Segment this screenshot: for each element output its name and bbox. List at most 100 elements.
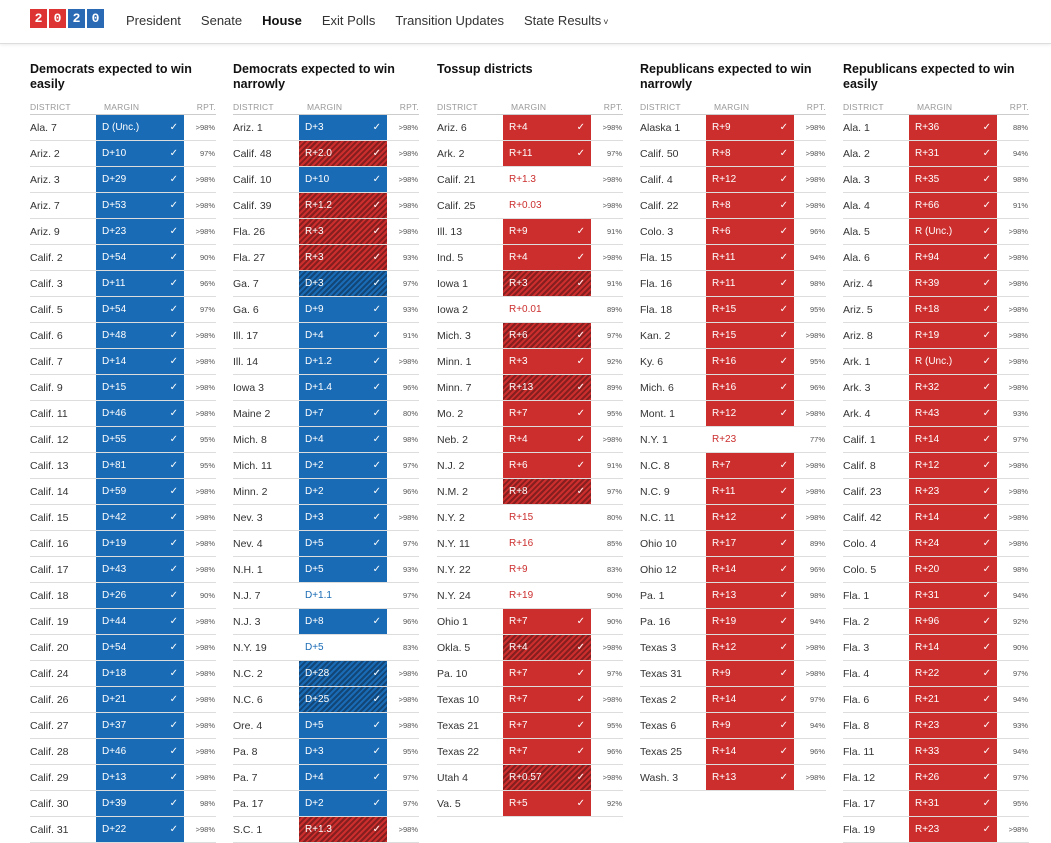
nav-item-president[interactable]: President xyxy=(126,13,181,28)
table-row[interactable]: Okla. 5 R+4 ✓ >98% xyxy=(437,635,623,661)
table-row[interactable]: N.J. 2 R+6 ✓ 91% xyxy=(437,453,623,479)
table-row[interactable]: Ariz. 1 D+3 ✓ >98% xyxy=(233,115,419,141)
table-row[interactable]: Ala. 1 R+36 ✓ 88% xyxy=(843,115,1029,141)
table-row[interactable]: N.C. 6 D+25 ✓ >98% xyxy=(233,687,419,713)
table-row[interactable]: N.J. 3 D+8 ✓ 96% xyxy=(233,609,419,635)
table-row[interactable]: Fla. 16 R+11 ✓ 98% xyxy=(640,271,826,297)
table-row[interactable]: Calif. 31 D+22 ✓ >98% xyxy=(30,817,216,843)
table-row[interactable]: Ala. 4 R+66 ✓ 91% xyxy=(843,193,1029,219)
table-row[interactable]: Ind. 5 R+4 ✓ >98% xyxy=(437,245,623,271)
table-row[interactable]: Ohio 1 R+7 ✓ 90% xyxy=(437,609,623,635)
table-row[interactable]: Mich. 3 R+6 ✓ 97% xyxy=(437,323,623,349)
table-row[interactable]: Calif. 16 D+19 ✓ >98% xyxy=(30,531,216,557)
table-row[interactable]: Fla. 1 R+31 ✓ 94% xyxy=(843,583,1029,609)
table-row[interactable]: Calif. 10 D+10 ✓ >98% xyxy=(233,167,419,193)
table-row[interactable]: N.M. 2 R+8 ✓ 97% xyxy=(437,479,623,505)
table-row[interactable]: Ga. 6 D+9 ✓ 93% xyxy=(233,297,419,323)
table-row[interactable]: Ill. 17 D+4 ✓ 91% xyxy=(233,323,419,349)
table-row[interactable]: Fla. 6 R+21 ✓ 94% xyxy=(843,687,1029,713)
table-row[interactable]: Texas 22 R+7 ✓ 96% xyxy=(437,739,623,765)
table-row[interactable]: Ariz. 3 D+29 ✓ >98% xyxy=(30,167,216,193)
table-row[interactable]: Calif. 6 D+48 ✓ >98% xyxy=(30,323,216,349)
table-row[interactable]: Colo. 3 R+6 ✓ 96% xyxy=(640,219,826,245)
table-row[interactable]: Texas 2 R+14 ✓ 97% xyxy=(640,687,826,713)
table-row[interactable]: Minn. 7 R+13 ✓ 89% xyxy=(437,375,623,401)
table-row[interactable]: Ariz. 7 D+53 ✓ >98% xyxy=(30,193,216,219)
table-row[interactable]: Mich. 6 R+16 ✓ 96% xyxy=(640,375,826,401)
table-row[interactable]: Fla. 19 R+23 ✓ >98% xyxy=(843,817,1029,843)
table-row[interactable]: Calif. 24 D+18 ✓ >98% xyxy=(30,661,216,687)
table-row[interactable]: Fla. 17 R+31 ✓ 95% xyxy=(843,791,1029,817)
table-row[interactable]: Utah 4 R+0.57 ✓ >98% xyxy=(437,765,623,791)
table-row[interactable]: Calif. 28 D+46 ✓ >98% xyxy=(30,739,216,765)
table-row[interactable]: Calif. 19 D+44 ✓ >98% xyxy=(30,609,216,635)
table-row[interactable]: Fla. 11 R+33 ✓ 94% xyxy=(843,739,1029,765)
table-row[interactable]: Calif. 21 R+1.3 >98% xyxy=(437,167,623,193)
table-row[interactable]: Fla. 12 R+26 ✓ 97% xyxy=(843,765,1029,791)
table-row[interactable]: N.Y. 24 R+19 90% xyxy=(437,583,623,609)
table-row[interactable]: Ark. 1 R (Unc.) ✓ >98% xyxy=(843,349,1029,375)
table-row[interactable]: N.Y. 11 R+16 85% xyxy=(437,531,623,557)
table-row[interactable]: Nev. 3 D+3 ✓ >98% xyxy=(233,505,419,531)
table-row[interactable]: Ariz. 5 R+18 ✓ >98% xyxy=(843,297,1029,323)
table-row[interactable]: Minn. 2 D+2 ✓ 96% xyxy=(233,479,419,505)
table-row[interactable]: Alaska 1 R+9 ✓ >98% xyxy=(640,115,826,141)
table-row[interactable]: Iowa 2 R+0.01 89% xyxy=(437,297,623,323)
table-row[interactable]: Fla. 4 R+22 ✓ 97% xyxy=(843,661,1029,687)
table-row[interactable]: N.Y. 1 R+23 77% xyxy=(640,427,826,453)
table-row[interactable]: Pa. 7 D+4 ✓ 97% xyxy=(233,765,419,791)
table-row[interactable]: N.Y. 19 D+5 83% xyxy=(233,635,419,661)
nav-item-exit-polls[interactable]: Exit Polls xyxy=(322,13,375,28)
table-row[interactable]: Calif. 39 R+1.2 ✓ >98% xyxy=(233,193,419,219)
table-row[interactable]: Ariz. 9 D+23 ✓ >98% xyxy=(30,219,216,245)
table-row[interactable]: Fla. 2 R+96 ✓ 92% xyxy=(843,609,1029,635)
table-row[interactable]: Ark. 3 R+32 ✓ >98% xyxy=(843,375,1029,401)
table-row[interactable]: Fla. 27 R+3 ✓ 93% xyxy=(233,245,419,271)
table-row[interactable]: Pa. 17 D+2 ✓ 97% xyxy=(233,791,419,817)
table-row[interactable]: N.H. 1 D+5 ✓ 93% xyxy=(233,557,419,583)
table-row[interactable]: Nev. 4 D+5 ✓ 97% xyxy=(233,531,419,557)
table-row[interactable]: Iowa 3 D+1.4 ✓ 96% xyxy=(233,375,419,401)
table-row[interactable]: Ga. 7 D+3 ✓ 97% xyxy=(233,271,419,297)
table-row[interactable]: Ky. 6 R+16 ✓ 95% xyxy=(640,349,826,375)
table-row[interactable]: Pa. 16 R+19 ✓ 94% xyxy=(640,609,826,635)
table-row[interactable]: Neb. 2 R+4 ✓ >98% xyxy=(437,427,623,453)
table-row[interactable]: Calif. 1 R+14 ✓ 97% xyxy=(843,427,1029,453)
table-row[interactable]: Calif. 29 D+13 ✓ >98% xyxy=(30,765,216,791)
table-row[interactable]: Calif. 8 R+12 ✓ >98% xyxy=(843,453,1029,479)
table-row[interactable]: N.C. 8 R+7 ✓ >98% xyxy=(640,453,826,479)
table-row[interactable]: Mich. 11 D+2 ✓ 97% xyxy=(233,453,419,479)
table-row[interactable]: Fla. 8 R+23 ✓ 93% xyxy=(843,713,1029,739)
table-row[interactable]: Calif. 27 D+37 ✓ >98% xyxy=(30,713,216,739)
table-row[interactable]: Ohio 12 R+14 ✓ 96% xyxy=(640,557,826,583)
table-row[interactable]: Minn. 1 R+3 ✓ 92% xyxy=(437,349,623,375)
table-row[interactable]: Ala. 2 R+31 ✓ 94% xyxy=(843,141,1029,167)
table-row[interactable]: Calif. 9 D+15 ✓ >98% xyxy=(30,375,216,401)
table-row[interactable]: Ariz. 2 D+10 ✓ 97% xyxy=(30,141,216,167)
table-row[interactable]: N.C. 2 D+28 ✓ >98% xyxy=(233,661,419,687)
table-row[interactable]: S.C. 1 R+1.3 ✓ >98% xyxy=(233,817,419,843)
table-row[interactable]: Calif. 3 D+11 ✓ 96% xyxy=(30,271,216,297)
table-row[interactable]: Texas 3 R+12 ✓ >98% xyxy=(640,635,826,661)
table-row[interactable]: Pa. 10 R+7 ✓ 97% xyxy=(437,661,623,687)
table-row[interactable]: N.J. 7 D+1.1 97% xyxy=(233,583,419,609)
table-row[interactable]: Colo. 5 R+20 ✓ 98% xyxy=(843,557,1029,583)
table-row[interactable]: Calif. 11 D+46 ✓ >98% xyxy=(30,401,216,427)
table-row[interactable]: Pa. 1 R+13 ✓ 98% xyxy=(640,583,826,609)
table-row[interactable]: Fla. 3 R+14 ✓ 90% xyxy=(843,635,1029,661)
table-row[interactable]: Wash. 3 R+13 ✓ >98% xyxy=(640,765,826,791)
table-row[interactable]: Calif. 22 R+8 ✓ >98% xyxy=(640,193,826,219)
table-row[interactable]: Ohio 10 R+17 ✓ 89% xyxy=(640,531,826,557)
table-row[interactable]: Ark. 4 R+43 ✓ 93% xyxy=(843,401,1029,427)
table-row[interactable]: Texas 21 R+7 ✓ 95% xyxy=(437,713,623,739)
table-row[interactable]: Pa. 8 D+3 ✓ 95% xyxy=(233,739,419,765)
table-row[interactable]: Calif. 17 D+43 ✓ >98% xyxy=(30,557,216,583)
table-row[interactable]: Mo. 2 R+7 ✓ 95% xyxy=(437,401,623,427)
nav-item-transition-updates[interactable]: Transition Updates xyxy=(395,13,504,28)
table-row[interactable]: Calif. 14 D+59 ✓ >98% xyxy=(30,479,216,505)
table-row[interactable]: Calif. 20 D+54 ✓ >98% xyxy=(30,635,216,661)
table-row[interactable]: Calif. 18 D+26 ✓ 90% xyxy=(30,583,216,609)
table-row[interactable]: Fla. 15 R+11 ✓ 94% xyxy=(640,245,826,271)
table-row[interactable]: N.Y. 2 R+15 80% xyxy=(437,505,623,531)
